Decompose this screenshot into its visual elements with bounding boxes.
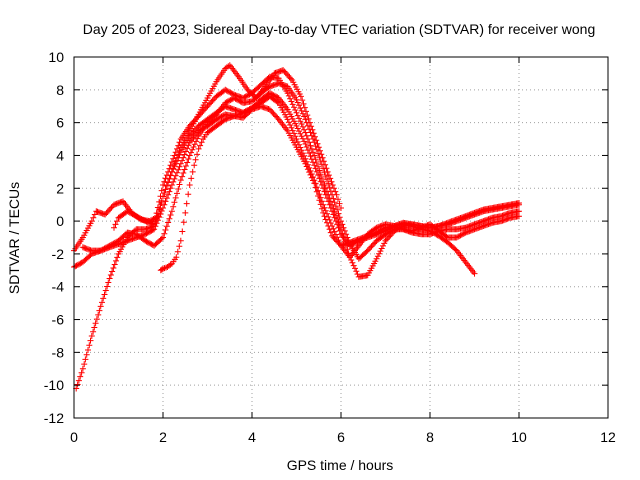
y-tick-label: -10 <box>44 377 64 393</box>
y-tick-label: -8 <box>52 344 65 360</box>
y-tick-label: -4 <box>52 279 65 295</box>
series-day-4 <box>79 80 522 262</box>
x-tick-label: 2 <box>159 429 167 445</box>
y-tick-label: -6 <box>52 312 65 328</box>
y-tick-label: 10 <box>48 49 64 65</box>
y-tick-label: -12 <box>44 410 64 426</box>
axis-ticks: 0 2 4 6 8 10 12 -12 -10 -8 -6 -4 -2 0 2 4 6 8 10 <box>44 49 616 445</box>
series-markers <box>79 80 522 262</box>
y-tick-label: 2 <box>56 180 64 196</box>
series-day-6 <box>157 90 522 274</box>
x-axis-label: GPS time / hours <box>287 457 394 473</box>
x-tick-label: 10 <box>511 429 527 445</box>
x-tick-label: 8 <box>426 429 434 445</box>
y-tick-label: 0 <box>56 213 64 229</box>
y-tick-label: -2 <box>52 246 65 262</box>
x-tick-label: 0 <box>70 429 78 445</box>
y-axis-label: SDTVAR / TECUs <box>6 182 22 294</box>
x-tick-label: 12 <box>600 429 616 445</box>
y-tick-label: 6 <box>56 115 64 131</box>
x-tick-label: 6 <box>337 429 345 445</box>
y-tick-label: 4 <box>56 147 64 163</box>
grid <box>74 57 608 418</box>
y-tick-label: 8 <box>56 82 64 98</box>
data-points <box>71 62 522 392</box>
chart-title: Day 205 of 2023, Sidereal Day-to-day VTE… <box>83 21 596 37</box>
series-markers <box>157 90 522 274</box>
x-tick-label: 4 <box>248 429 256 445</box>
